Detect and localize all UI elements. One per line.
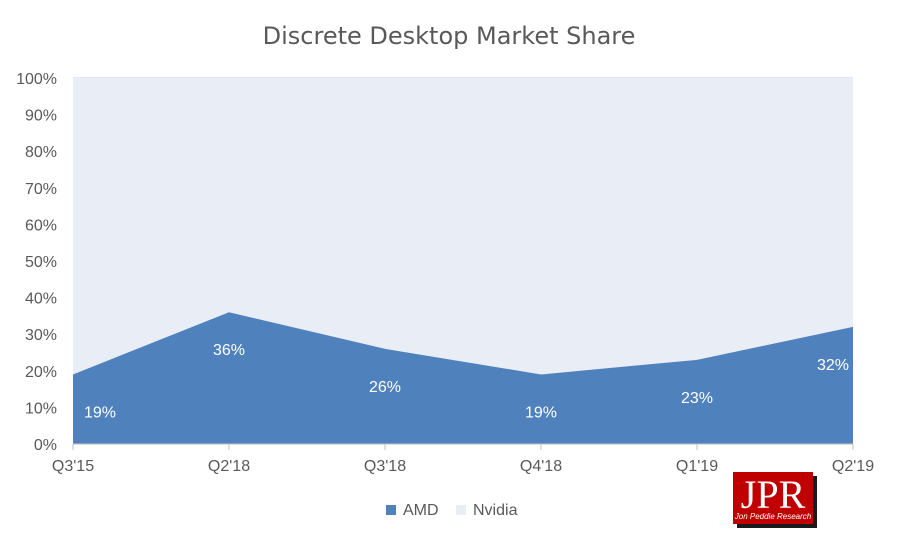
data-label: 23% xyxy=(681,390,713,407)
area-series-amd xyxy=(73,312,853,444)
y-tick-label: 10% xyxy=(25,400,57,417)
axes xyxy=(72,443,854,450)
y-tick-label: 30% xyxy=(25,327,57,344)
y-tick-label: 100% xyxy=(16,71,57,88)
y-tick-label: 20% xyxy=(25,364,57,381)
data-labels: 19% 36% 26% 19% 23% 32% xyxy=(84,342,849,421)
data-label: 19% xyxy=(84,404,116,421)
x-tick-label: Q4'18 xyxy=(520,458,562,475)
logo-mark: JPR xyxy=(741,472,806,517)
legend-swatch-amd xyxy=(386,505,396,515)
y-tick-label: 50% xyxy=(25,254,57,271)
data-label: 26% xyxy=(369,379,401,396)
data-label: 32% xyxy=(817,357,849,374)
y-tick-label: 60% xyxy=(25,217,57,234)
x-tick-label: Q3'15 xyxy=(52,458,94,475)
y-tick-label: 0% xyxy=(34,437,57,454)
legend: AMD Nvidia xyxy=(386,502,518,519)
y-axis-ticks: 0% 10% 20% 30% 40% 50% 60% 70% 80% 90% 100% xyxy=(16,71,57,454)
logo-subtitle: Jon Peddie Research xyxy=(734,512,812,521)
y-tick-label: 80% xyxy=(25,144,57,161)
x-tick-label: Q2'18 xyxy=(208,458,250,475)
y-tick-label: 90% xyxy=(25,108,57,125)
y-tick-label: 40% xyxy=(25,291,57,308)
jpr-logo: JPR Jon Peddie Research xyxy=(733,472,817,528)
logo-box xyxy=(733,472,813,524)
legend-label-nvidia: Nvidia xyxy=(473,502,518,519)
data-label: 19% xyxy=(525,404,557,421)
data-label: 36% xyxy=(213,342,245,359)
x-tick-label: Q2'19 xyxy=(832,458,874,475)
series-areas xyxy=(73,78,853,444)
legend-swatch-nvidia xyxy=(456,505,466,515)
x-tick-label: Q1'19 xyxy=(676,458,718,475)
x-tick-label: Q3'18 xyxy=(364,458,406,475)
area-series-nvidia xyxy=(73,78,853,375)
x-axis-ticks: Q3'15 Q2'18 Q3'18 Q4'18 Q1'19 Q2'19 xyxy=(52,458,874,475)
y-tick-label: 70% xyxy=(25,181,57,198)
legend-label-amd: AMD xyxy=(403,502,439,519)
chart-title: Discrete Desktop Market Share xyxy=(263,22,636,50)
